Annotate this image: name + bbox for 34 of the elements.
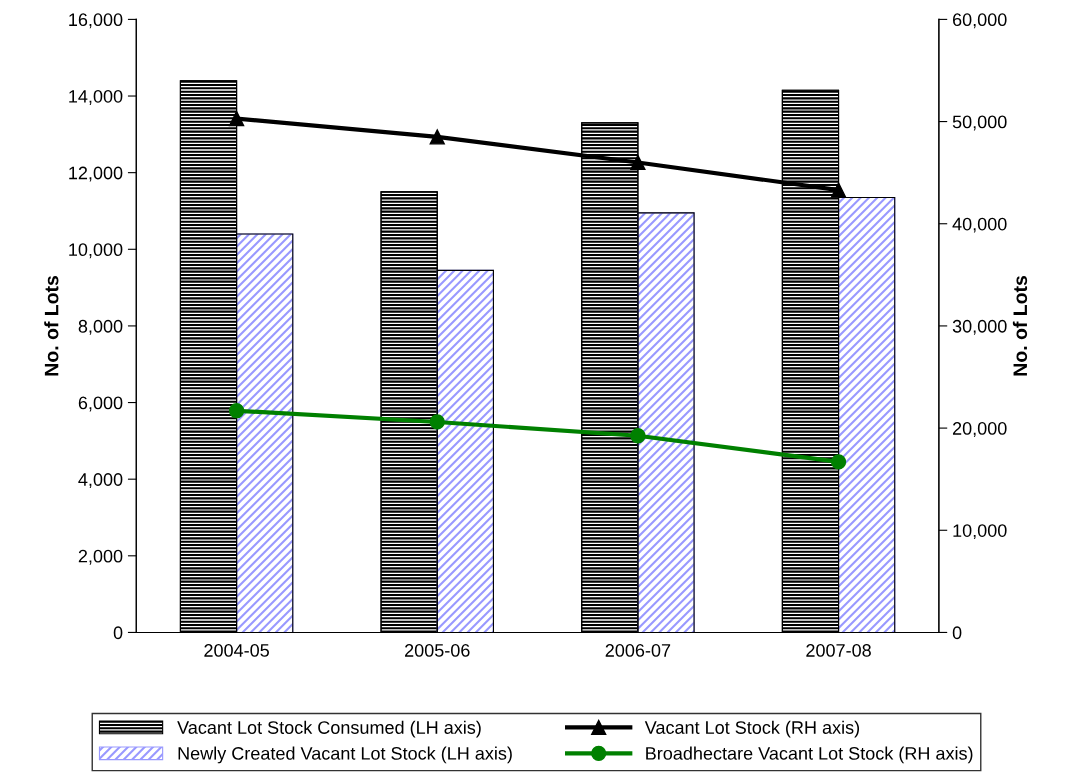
- y-tick-label: 14,000: [69, 89, 123, 105]
- x-tick-label: 2007-08: [806, 644, 871, 657]
- point: [630, 428, 646, 444]
- y-tick-label: 2,000: [78, 549, 123, 565]
- y2-tick-label: 0: [952, 626, 962, 640]
- legend-label: Newly Created Vacant Lot Stock (LH axis): [178, 746, 512, 764]
- y-tick-label: 0: [113, 626, 123, 640]
- point: [228, 110, 245, 127]
- y2-tick-label: 40,000: [952, 217, 1007, 233]
- y-axis-title: No. of Lots: [44, 275, 59, 376]
- y-tick-label: 10,000: [69, 243, 123, 259]
- point: [429, 414, 445, 430]
- y-tick-label: 8,000: [78, 319, 123, 335]
- y-tick-label: 4,000: [78, 473, 123, 489]
- legend-label: Vacant Lot Stock (RH axis): [644, 720, 860, 738]
- x-tick-label: 2004-05: [204, 644, 269, 657]
- y-tick-label: 16,000: [69, 13, 123, 29]
- y-tick-label: 6,000: [78, 396, 123, 412]
- point: [830, 454, 847, 470]
- y2-tick-label: 20,000: [952, 422, 1007, 437]
- legend-label: Broadhectare Vacant Lot Stock (RH axis): [646, 746, 973, 764]
- y-tick-label: 12,000: [69, 166, 123, 182]
- y2-tick-label: 10,000: [953, 524, 1007, 540]
- point: [429, 129, 445, 145]
- x-tick-label: 2005-06: [405, 644, 470, 657]
- y2-tick-label: 60,000: [952, 13, 1007, 29]
- y2-tick-label: 30,000: [952, 319, 1007, 335]
- y2-tick-label: 50,000: [952, 115, 1007, 131]
- y2-axis-title: No. of Lots: [1012, 275, 1028, 376]
- legend-label: Vacant Lot Stock Consumed (LH axis): [177, 720, 481, 738]
- x-tick-label: 2006-07: [605, 644, 671, 657]
- point: [228, 403, 245, 419]
- point: [630, 154, 646, 171]
- point: [830, 182, 847, 198]
